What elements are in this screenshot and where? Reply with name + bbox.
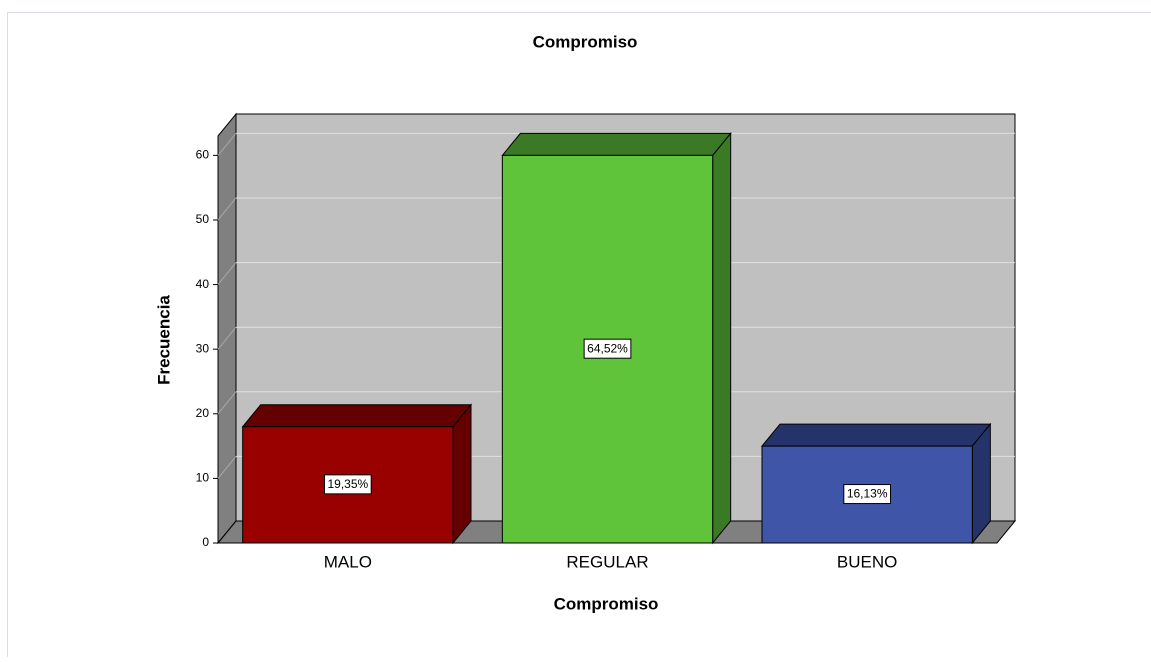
left-wall [218, 114, 236, 543]
y-axis-label: Frecuencia [154, 295, 173, 385]
y-tick-label: 30 [196, 341, 210, 355]
bar [762, 424, 990, 543]
y-tick-label: 20 [196, 406, 210, 420]
y-tick-label: 0 [202, 535, 209, 549]
x-tick-label: REGULAR [566, 552, 648, 571]
data-label: 19,35% [327, 477, 368, 491]
y-tick-label: 40 [196, 277, 210, 291]
bar-side [453, 405, 471, 543]
bar [502, 133, 730, 543]
chart-title: Compromiso [533, 32, 638, 51]
x-tick-label: BUENO [837, 552, 897, 571]
data-label: 16,13% [847, 487, 888, 501]
y-tick-label: 50 [196, 212, 210, 226]
x-tick-label: MALO [324, 552, 372, 571]
data-label: 64,52% [587, 341, 628, 355]
x-axis-label: Compromiso [554, 594, 659, 613]
bar-top [762, 424, 990, 446]
y-tick-label: 10 [196, 471, 210, 485]
plot-area: 0 10 20 30 40 50 60 19,35% MALO 64,52% REGULAR 16,1… [196, 114, 1015, 571]
bar-top [243, 405, 471, 427]
bar [243, 405, 471, 543]
y-tick-label: 60 [196, 148, 210, 162]
bar-side [713, 133, 731, 543]
bar-top [502, 133, 730, 155]
